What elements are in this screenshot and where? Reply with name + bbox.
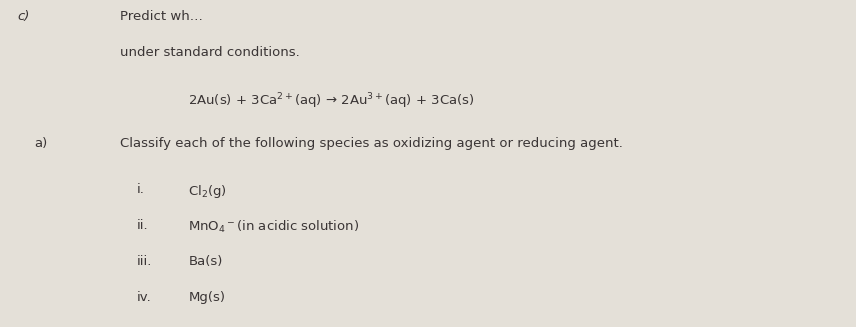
Text: Classify each of the following species as oxidizing agent or reducing agent.: Classify each of the following species a… [120,137,622,150]
Text: MnO$_4$$^-$(in acidic solution): MnO$_4$$^-$(in acidic solution) [188,219,360,235]
Text: iii.: iii. [137,255,152,268]
Text: iv.: iv. [137,291,152,304]
Text: Cl$_2$(g): Cl$_2$(g) [188,183,227,200]
Text: Mg(s): Mg(s) [188,291,225,304]
Text: under standard conditions.: under standard conditions. [120,46,300,59]
Text: ii.: ii. [137,219,149,232]
Text: i.: i. [137,183,145,196]
Text: c): c) [17,10,29,23]
Text: 2Au(s) + 3Ca$^{2+}$(aq) → 2Au$^{3+}$(aq) + 3Ca(s): 2Au(s) + 3Ca$^{2+}$(aq) → 2Au$^{3+}$(aq)… [188,92,475,111]
Text: Ba(s): Ba(s) [188,255,223,268]
Text: a): a) [34,137,47,150]
Text: Predict wh…: Predict wh… [120,10,203,23]
